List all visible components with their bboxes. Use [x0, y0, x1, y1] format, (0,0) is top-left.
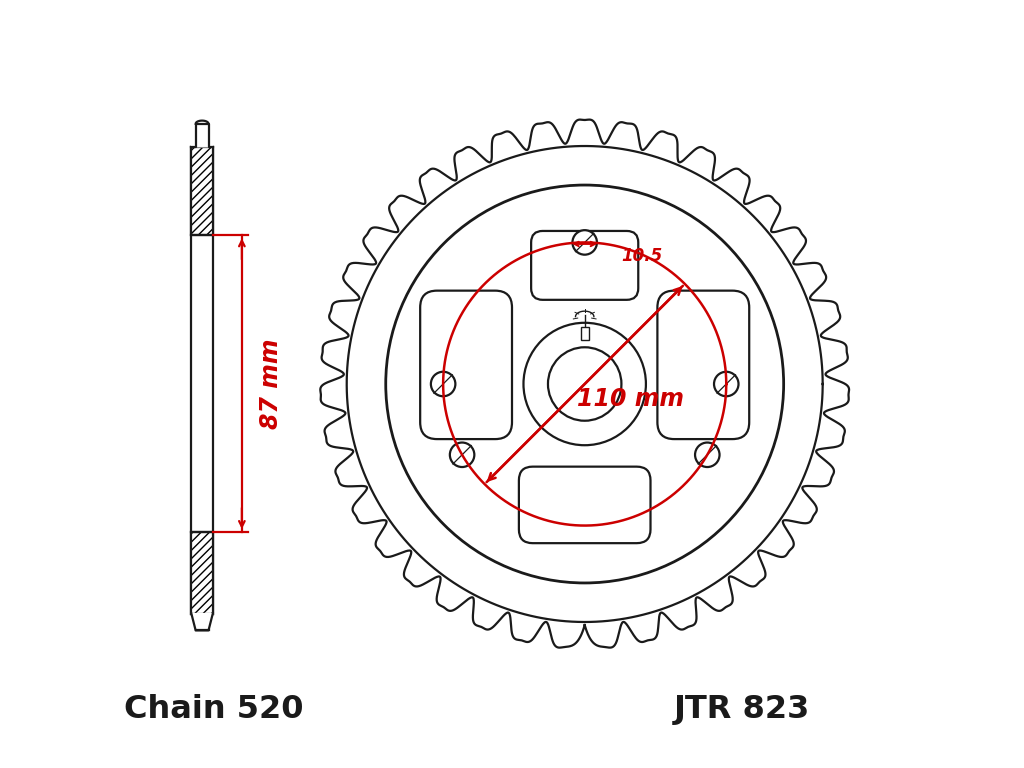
Text: 110 mm: 110 mm [578, 387, 684, 412]
Circle shape [572, 230, 597, 255]
Polygon shape [191, 124, 213, 147]
FancyBboxPatch shape [531, 231, 638, 300]
Text: Chain 520: Chain 520 [124, 694, 303, 724]
Bar [581, 326, 589, 340]
Circle shape [523, 323, 646, 445]
Circle shape [386, 185, 783, 583]
Polygon shape [191, 614, 213, 631]
Bar [191, 532, 213, 614]
Circle shape [450, 442, 474, 467]
Bar [191, 147, 213, 236]
Circle shape [695, 442, 720, 467]
Text: JTR 823: JTR 823 [674, 694, 810, 724]
Text: 87 mm: 87 mm [259, 339, 283, 429]
Text: 10.5: 10.5 [622, 247, 663, 265]
Circle shape [431, 372, 456, 396]
Circle shape [548, 347, 622, 421]
Bar [191, 532, 213, 614]
Circle shape [714, 372, 738, 396]
FancyBboxPatch shape [657, 290, 750, 439]
Bar [191, 147, 213, 614]
FancyBboxPatch shape [420, 290, 512, 439]
FancyBboxPatch shape [519, 467, 650, 543]
Bar [191, 147, 213, 236]
